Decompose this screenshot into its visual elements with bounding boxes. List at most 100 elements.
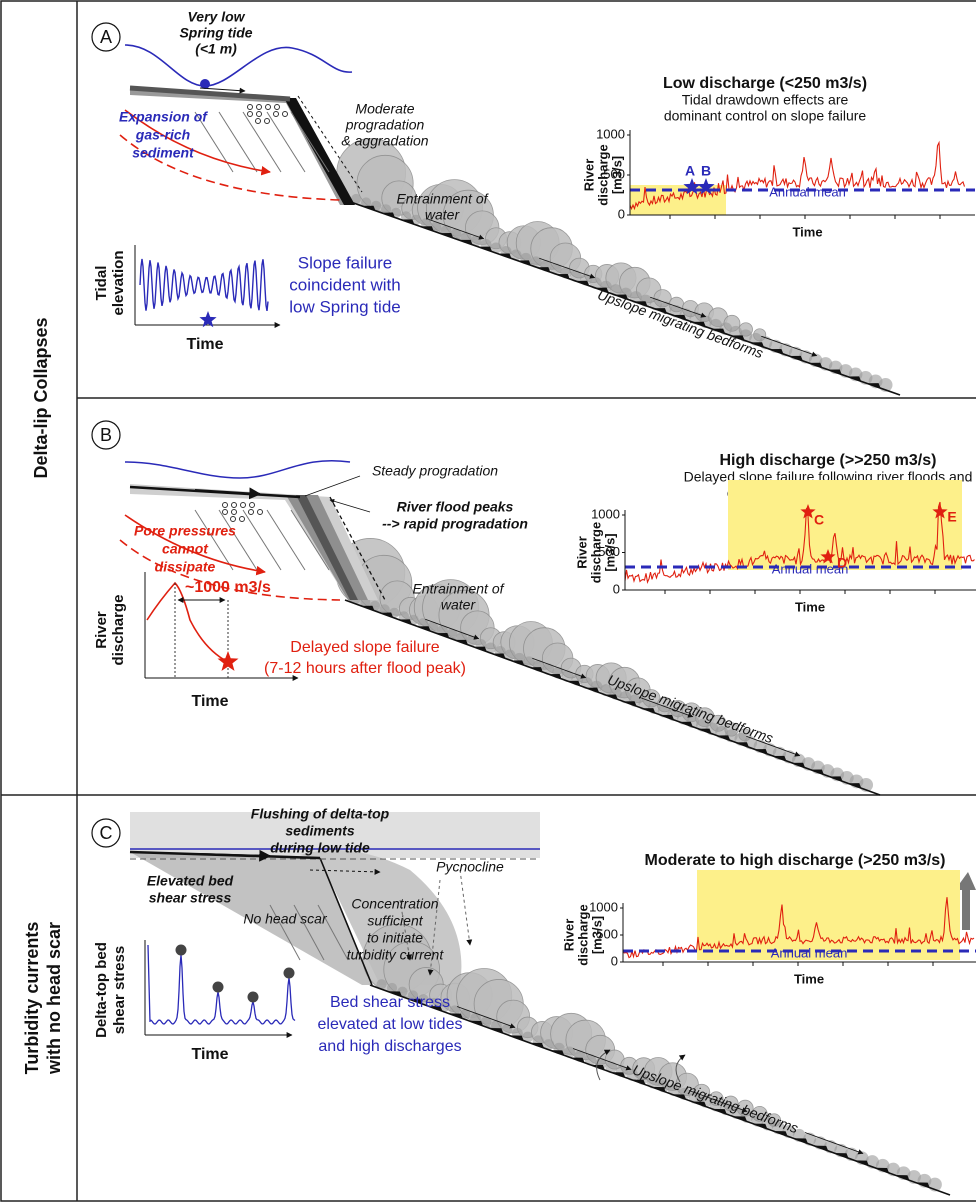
bedform (770, 349, 784, 354)
note: dissipate (155, 559, 216, 575)
bedding (219, 510, 257, 570)
figure: Delta-lip Collapses Turbidity currentswit… (0, 0, 976, 1202)
note: Pore pressures (134, 523, 236, 539)
bedform (417, 626, 430, 631)
bedform (548, 674, 561, 679)
note: gas-rich (135, 127, 190, 143)
note: Entrainment of (396, 191, 489, 207)
event-label: C (814, 512, 824, 528)
axis-label: River (581, 159, 596, 192)
bedform (661, 715, 674, 720)
bedform (567, 681, 580, 686)
note: No head scar (243, 911, 328, 927)
gas-bubble (274, 112, 279, 117)
note: elevated at low tides (318, 1016, 463, 1033)
inset-title: Low discharge (<250 m3/s) (663, 75, 867, 92)
note: low Spring tide (289, 297, 401, 316)
gas-bubble (248, 112, 253, 117)
axis-label: Time (191, 693, 228, 710)
note: --> rapid progradation (382, 516, 528, 532)
axis-label: elevation (110, 250, 127, 315)
axis-label: discharge (110, 595, 127, 666)
bedform (473, 647, 486, 652)
gas-bubble (256, 119, 261, 124)
bedform (623, 701, 636, 706)
note: River flood peaks (397, 499, 514, 515)
axis-label: Time (191, 1046, 228, 1063)
note: during low tide (270, 840, 370, 856)
bedform (420, 226, 434, 231)
axis-label: discharge (575, 904, 590, 965)
gas-bubble (283, 112, 288, 117)
bedform (530, 667, 543, 672)
axis-label: Time (186, 336, 223, 353)
note: Pycnocline (436, 859, 504, 875)
bedform (401, 219, 415, 224)
axis-label: Tidal (93, 266, 110, 301)
bedform (399, 619, 412, 624)
tide-dot (200, 79, 210, 89)
settling-arrow (460, 870, 470, 945)
bedform (459, 240, 473, 245)
bedding (219, 112, 257, 172)
axis-label: [m3/s] (589, 916, 604, 954)
side-label: with no head scar (44, 922, 64, 1075)
bedform (381, 213, 395, 218)
axis-label: shear stress (111, 946, 128, 1034)
side-label: Delta-lip Collapses (31, 317, 51, 478)
note: Flushing of delta-top (251, 806, 390, 822)
bedform (517, 260, 531, 265)
bedform (439, 233, 453, 238)
gas-bubble (231, 517, 236, 522)
mean-label: Annual mean (771, 945, 848, 960)
axis-label: Time (794, 971, 824, 986)
tide-series (140, 259, 268, 311)
event-label: E (947, 509, 956, 525)
axis-label: Time (792, 224, 822, 239)
bedform (604, 694, 617, 699)
flow-arrow (200, 88, 245, 91)
note: Delayed slope failure (290, 639, 440, 656)
note: coincident with (289, 275, 401, 294)
bedform (556, 274, 570, 279)
note: Expansion of (119, 109, 208, 125)
peak-label: ~1000 m3/s (185, 579, 271, 596)
note: Elevated bed (147, 873, 234, 889)
panel-letter: B (100, 425, 112, 445)
y-tick-label: 0 (611, 953, 618, 968)
panel-letter: C (100, 823, 113, 843)
bedform (511, 660, 524, 665)
gas-bubble (258, 510, 263, 515)
peak-dot (176, 945, 187, 956)
y-tick-label: 0 (618, 206, 625, 221)
note: Moderate (355, 101, 414, 117)
gas-bubble (223, 503, 228, 508)
bedform (380, 613, 393, 618)
gas-bubble (257, 112, 262, 117)
event-label: B (701, 163, 711, 179)
peak-dot (284, 968, 295, 979)
side-label: Turbidity currents (22, 922, 42, 1075)
y-tick-label: 0 (613, 581, 620, 596)
tide-wave (125, 461, 350, 478)
gas-bubble (240, 517, 245, 522)
note: sediment (132, 145, 195, 161)
bedform (575, 281, 589, 286)
axis-label: River (574, 536, 589, 569)
event-label: A (685, 163, 695, 179)
note: Concentration (351, 896, 438, 912)
gas-bubble (248, 105, 253, 110)
mean-label: Annual mean (769, 184, 846, 199)
note: Steady progradation (372, 463, 498, 479)
y-tick-label: 1000 (589, 899, 618, 914)
gas-bubble (266, 105, 271, 110)
axis-label: [m3/s] (602, 533, 617, 571)
bedform (498, 254, 512, 259)
note: Entrainment of (412, 581, 505, 597)
inset-subtitle: dominant control on slope failure (664, 108, 867, 124)
panel-letter: A (100, 27, 112, 47)
bedforms-label: Upslope migrating bedforms (630, 1061, 800, 1136)
note: shear stress (149, 890, 232, 906)
note: cannot (162, 541, 209, 557)
note: progradation (345, 117, 425, 133)
